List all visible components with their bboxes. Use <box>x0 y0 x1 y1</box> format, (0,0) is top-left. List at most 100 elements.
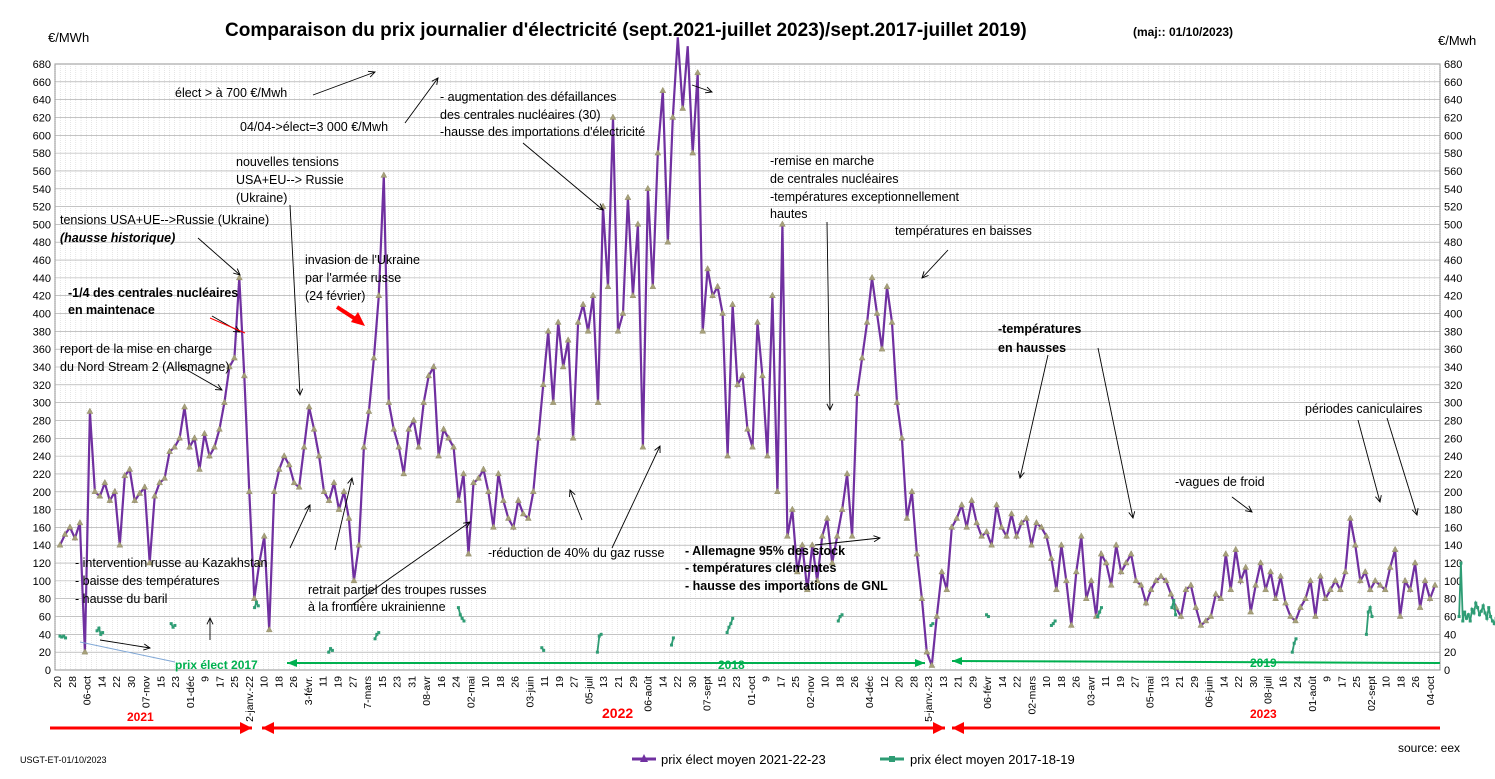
y-tick-label-left: 20 <box>39 647 51 659</box>
x-tick-label: 27 <box>347 676 359 688</box>
x-tick-label: 17 <box>1336 676 1348 688</box>
series-2017-point <box>1369 606 1372 609</box>
series-2017-point <box>1482 604 1485 607</box>
period-label-2022: 2022 <box>602 705 633 721</box>
x-tick-label: 04-déc <box>864 676 876 708</box>
x-tick-label: 02-nov <box>805 675 817 708</box>
x-tick-label: 24 <box>451 676 463 688</box>
series-2017-point <box>457 606 460 609</box>
y-tick-label-right: 680 <box>1444 59 1462 71</box>
y-tick-label-left: 640 <box>33 95 51 107</box>
y-tick-label-left: 360 <box>33 344 51 356</box>
y-tick-label-right: 340 <box>1444 362 1462 374</box>
x-tick-label: 11 <box>1100 676 1112 687</box>
x-tick-label: 08-juil <box>1263 676 1275 704</box>
y-tick-label-left: 60 <box>39 612 51 624</box>
x-tick-label: 10 <box>820 676 832 688</box>
x-tick-label: 24 <box>1292 676 1304 688</box>
annotation-a33: - hausse du baril <box>75 592 167 606</box>
x-tick-label: 18 <box>495 676 507 688</box>
series-2017-point <box>257 604 260 607</box>
x-tick-label: 16 <box>1277 676 1289 688</box>
y-tick-label-left: 160 <box>33 522 51 534</box>
y-tick-label-left: 300 <box>33 398 51 410</box>
y-tick-label-right: 660 <box>1444 77 1462 89</box>
y-tick-label-right: 200 <box>1444 487 1462 499</box>
arrow-2022-head-left <box>262 722 274 734</box>
x-tick-label: 15 <box>155 676 167 688</box>
x-tick-label: 30 <box>126 676 138 688</box>
y-tick-label-left: 600 <box>33 130 51 142</box>
annotation-a8: (Ukraine) <box>236 191 287 205</box>
series-2017-point <box>841 613 844 616</box>
y-unit-right: €/Mwh <box>1438 33 1476 48</box>
y-tick-label-left: 120 <box>33 558 51 570</box>
x-tick-label: 29 <box>1189 676 1201 688</box>
series-2017-point <box>1461 619 1464 622</box>
y-tick-label-left: 660 <box>33 77 51 89</box>
annotation-a25: périodes caniculaires <box>1305 402 1422 416</box>
x-tick-label: 22 <box>1233 676 1245 688</box>
x-tick-label: 18 <box>1056 676 1068 688</box>
series-2017-point <box>672 636 675 639</box>
series-2017-point <box>97 627 100 630</box>
annotation-a15: en maintenace <box>68 303 155 317</box>
y-tick-label-right: 20 <box>1444 647 1456 659</box>
y-tick-label-right: 600 <box>1444 130 1462 142</box>
y-tick-label-right: 500 <box>1444 219 1462 231</box>
y-tick-label-left: 200 <box>33 487 51 499</box>
series-2017-point <box>1293 642 1296 645</box>
x-tick-label: 9 <box>200 676 212 682</box>
y-tick-label-right: 580 <box>1444 148 1462 160</box>
series-2017-point <box>540 646 543 649</box>
series-2017-point <box>1474 602 1477 605</box>
x-tick-label: 10 <box>259 676 271 688</box>
x-tick-label: 10 <box>480 676 492 688</box>
annotation-a11: invasion de l'Ukraine <box>305 253 420 267</box>
series-2017-point <box>1465 617 1468 620</box>
title-note: (maj:: 01/10/2023) <box>1133 25 1233 39</box>
arrow-2023-head <box>952 722 964 734</box>
x-tick-label: 11 <box>318 676 330 687</box>
y-axis-left: 0204060801001201401601802002202402602803… <box>33 59 51 677</box>
annotation-a7: USA+EU--> Russie <box>236 173 344 187</box>
annotation-a30: - hausse des importations de GNL <box>685 579 888 593</box>
legend-label-2017: prix élect moyen 2017-18-19 <box>910 752 1075 767</box>
annotation-a4: des centrales nucléaires (30) <box>440 108 601 122</box>
y-tick-label-right: 460 <box>1444 255 1462 267</box>
y-tick-label-left: 340 <box>33 362 51 374</box>
series-2017-point <box>64 636 67 639</box>
y-tick-label-right: 420 <box>1444 291 1462 303</box>
annotation-a31: - intervention russe au Kazakhstan <box>75 556 268 570</box>
y-tick-label-right: 280 <box>1444 415 1462 427</box>
x-tick-label: 14 <box>96 676 108 688</box>
series-2017-point <box>1098 611 1101 614</box>
annotation-a35: à la frontière ukrainienne <box>308 600 446 614</box>
series-2017-point <box>1472 611 1475 614</box>
series-2017-point <box>461 617 464 620</box>
y-tick-label-right: 380 <box>1444 326 1462 338</box>
x-tick-label: 18 <box>834 676 846 688</box>
y-tick-label-right: 520 <box>1444 202 1462 214</box>
x-tick-label: 17 <box>214 676 226 688</box>
y-tick-label-left: 380 <box>33 326 51 338</box>
series-2017-point <box>1487 606 1490 609</box>
series-2017-point <box>327 651 330 654</box>
y-tick-label-left: 40 <box>39 629 51 641</box>
series-2017-point <box>1478 613 1481 616</box>
y-tick-label-right: 220 <box>1444 469 1462 481</box>
x-tick-label: 21 <box>613 676 625 688</box>
x-tick-label: 5-janv.-23 <box>923 676 935 722</box>
annotation-a16: report de la mise en charge <box>60 342 212 356</box>
y-tick-label-left: 420 <box>33 291 51 303</box>
x-tick-label: 17 <box>775 676 787 688</box>
x-tick-label: 19 <box>1115 676 1127 688</box>
annotation-a17: du Nord Stream 2 (Allemagne) <box>60 360 230 374</box>
chart-title: Comparaison du prix journalier d'électri… <box>225 20 1027 41</box>
y-tick-label-left: 280 <box>33 415 51 427</box>
x-tick-label: 22 <box>1012 676 1024 688</box>
annotation-a3: - augmentation des défaillances <box>440 90 617 104</box>
annotation-a18: -remise en marche <box>770 154 874 168</box>
series-2017-point <box>542 649 545 652</box>
